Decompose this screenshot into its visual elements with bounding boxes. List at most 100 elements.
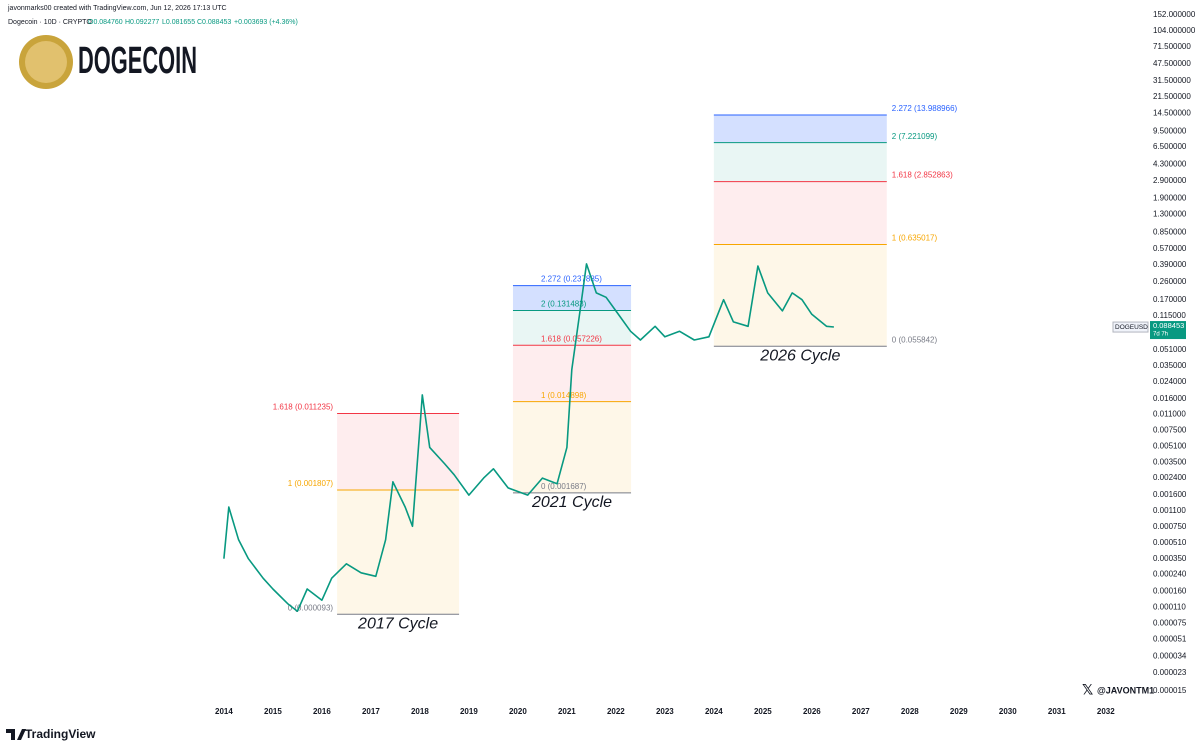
change: +0.003693 (+4.36%) [234, 19, 298, 26]
y-tick-label: 47.500000 [1153, 59, 1191, 68]
x-tick-label: 2025 [754, 707, 772, 716]
y-tick-label: 0.570000 [1153, 244, 1187, 253]
y-tick-label: 0.001600 [1153, 490, 1187, 499]
price-line [223, 263, 834, 612]
x-tick-label: 2022 [607, 707, 625, 716]
fib-band [337, 489, 460, 615]
watermark: 𝕏 @JAVONTM1 [1082, 682, 1154, 698]
fib-label: 1 (0.001807) [288, 479, 334, 488]
y-tick-label: 0.000110 [1153, 602, 1186, 611]
y-tick-label: 0.000750 [1153, 522, 1187, 531]
fib-label: 0 (0.001687) [541, 482, 587, 491]
series-tag-bg [1112, 321, 1149, 333]
y-tick-label: 1.300000 [1153, 210, 1187, 219]
series-name: DOGEUSD [1115, 324, 1148, 331]
high: H0.092277 [125, 19, 159, 26]
x-tick-label: 2016 [313, 707, 331, 716]
price-tag: 0.088453 [1153, 321, 1184, 330]
price-tag-bg [1150, 321, 1186, 340]
y-tick-label: 152.000000 [1153, 10, 1196, 19]
y-tick-label: 0.002400 [1153, 473, 1187, 482]
fib-label: 1.618 (0.057226) [541, 334, 602, 343]
y-tick-label: 0.850000 [1153, 227, 1187, 236]
y-tick-label: 0.000015 [1153, 686, 1187, 695]
y-tick-label: 4.300000 [1153, 160, 1187, 169]
logo-coin-inner [25, 41, 67, 83]
x-tick-label: 2027 [852, 707, 870, 716]
y-tick-label: 0.000350 [1153, 554, 1187, 563]
logo: DOGECOIN [19, 35, 197, 89]
brand: TradingView [6, 727, 96, 741]
y-tick-label: 0.007500 [1153, 425, 1187, 434]
x-tick-label: 2031 [1048, 707, 1066, 716]
x-tick-label: 2017 [362, 707, 380, 716]
y-tick-label: 0.011000 [1153, 409, 1186, 418]
x-tick-label: 2024 [705, 707, 723, 716]
x-tick-label: 2018 [411, 707, 429, 716]
x-tick-label: 2023 [656, 707, 674, 716]
y-tick-label: 0.000051 [1153, 635, 1187, 644]
fib-label: 0 (0.055842) [892, 335, 938, 344]
y-tick-label: 0.016000 [1153, 394, 1187, 403]
fib-label: 1 (0.014898) [541, 391, 587, 400]
fib-band [713, 142, 887, 182]
close: C0.088453 [197, 19, 231, 26]
low: L0.081655 [162, 19, 195, 26]
y-tick-label: 0.035000 [1153, 361, 1187, 370]
fib-label: 0 (0.000093) [288, 603, 334, 612]
y-tick-label: 0.003500 [1153, 457, 1187, 466]
y-tick-label: 0.000023 [1153, 668, 1187, 677]
fib-label: 1 (0.635017) [892, 234, 938, 243]
y-tick-label: 1.900000 [1153, 194, 1187, 203]
x-tick-label: 2020 [509, 707, 527, 716]
y-tick-label: 0.005100 [1153, 442, 1187, 451]
cycle-label: 2026 Cycle [759, 348, 840, 365]
x-tick-label: 2021 [558, 707, 576, 716]
brand-icon [6, 729, 26, 740]
fib-zone: 0 (0.001687) 1 (0.014898) 1.618 (0.057226)… [512, 275, 632, 511]
y-tick-label: 0.051000 [1153, 345, 1187, 354]
y-tick-label: 14.500000 [1153, 109, 1191, 118]
fib-band [713, 181, 887, 245]
symbol: Dogecoin · 10D · CRYPTO [8, 19, 92, 26]
y-tick-label: 21.500000 [1153, 92, 1191, 101]
y-tick-label: 2.900000 [1153, 176, 1187, 185]
x-tick-label: 2014 [215, 707, 233, 716]
y-tick-label: 0.000240 [1153, 570, 1187, 579]
y-tick-label: 0.115000 [1153, 311, 1186, 320]
fib-label: 2.272 (0.237885) [541, 275, 602, 284]
x-tick-label: 2028 [901, 707, 919, 716]
x-icon: 𝕏 [1082, 682, 1093, 698]
y-tick-label: 31.500000 [1153, 76, 1191, 85]
x-tick-label: 2019 [460, 707, 478, 716]
fib-band [512, 310, 632, 346]
y-tick-label: 0.000510 [1153, 538, 1187, 547]
fib-band [713, 114, 887, 143]
y-tick-label: 0.000075 [1153, 618, 1187, 627]
brand-text: TradingView [25, 727, 96, 741]
y-tick-label: 0.390000 [1153, 260, 1187, 269]
fib-zone: 0 (0.000093) 1 (0.001807) 1.618 (0.011235)… [273, 403, 460, 632]
x-tick-label: 2030 [999, 707, 1017, 716]
y-tick-label: 6.500000 [1153, 142, 1187, 151]
x-tick-label: 2015 [264, 707, 282, 716]
y-tick-label: 0.170000 [1153, 295, 1187, 304]
y-tick-label: 0.000034 [1153, 651, 1187, 660]
x-tick-label: 2026 [803, 707, 821, 716]
y-tick-label: 9.500000 [1153, 126, 1187, 135]
fib-label: 2.272 (13.988966) [892, 104, 958, 113]
fib-label: 2 (7.221099) [892, 132, 938, 141]
fib-zone: 0 (0.055842) 1 (0.635017) 1.618 (2.852863)… [713, 104, 958, 365]
fib-band [713, 244, 887, 347]
y-tick-label: 0.024000 [1153, 377, 1187, 386]
logo-text: DOGECOIN [78, 40, 197, 82]
created-by: javonmarks00 created with TradingView.co… [7, 5, 227, 12]
y-tick-label: 104.000000 [1153, 26, 1196, 35]
y-tick-label: 71.500000 [1153, 42, 1191, 51]
open: O0.084760 [88, 19, 123, 26]
watermark-text: @JAVONTM1 [1097, 685, 1154, 695]
x-tick-label: 2032 [1097, 707, 1115, 716]
y-tick-label: 0.000160 [1153, 587, 1187, 596]
